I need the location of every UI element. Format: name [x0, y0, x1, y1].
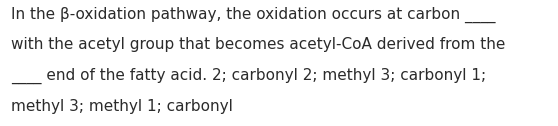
Text: ____ end of the fatty acid. 2; carbonyl 2; methyl 3; carbonyl 1;: ____ end of the fatty acid. 2; carbonyl … [11, 68, 486, 84]
Text: with the acetyl group that becomes acetyl-CoA derived from the: with the acetyl group that becomes acety… [11, 37, 506, 52]
Text: methyl 3; methyl 1; carbonyl: methyl 3; methyl 1; carbonyl [11, 99, 233, 114]
Text: In the β-oxidation pathway, the oxidation occurs at carbon ____: In the β-oxidation pathway, the oxidatio… [11, 6, 496, 23]
